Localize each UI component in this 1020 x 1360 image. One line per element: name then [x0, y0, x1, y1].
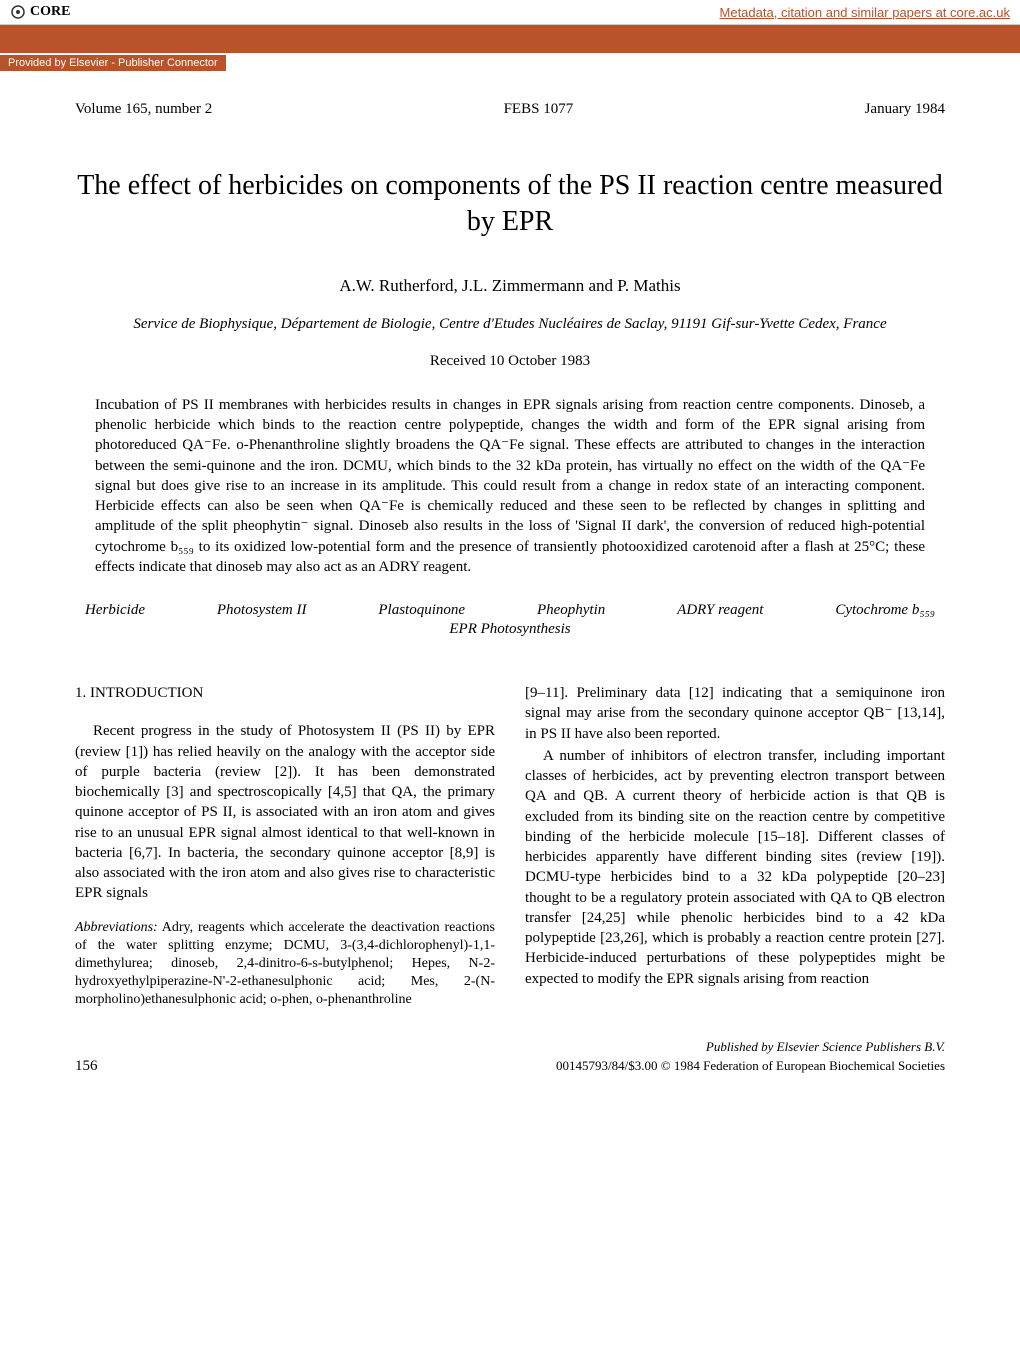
authors: A.W. Rutherford, J.L. Zimmermann and P. …	[75, 276, 945, 296]
keywords-line2: EPR Photosynthesis	[85, 621, 935, 638]
journal-header: Volume 165, number 2 FEBS 1077 January 1…	[75, 101, 945, 118]
provided-by-label: Provided by Elsevier - Publisher Connect…	[0, 55, 226, 71]
journal-id: FEBS 1077	[504, 101, 574, 118]
keyword-6: Cytochrome b₅₅₉	[835, 602, 935, 619]
abbreviations-label: Abbreviations:	[75, 920, 158, 935]
volume-info: Volume 165, number 2	[75, 101, 212, 118]
col2-para-2: A number of inhibitors of electron trans…	[525, 746, 945, 989]
section-heading-intro: 1. INTRODUCTION	[75, 683, 495, 703]
keywords: Herbicide Photosystem II Plastoquinone P…	[85, 602, 935, 638]
publication-date: January 1984	[865, 101, 945, 118]
keyword-1: Herbicide	[85, 602, 145, 619]
col2-para-1: [9–11]. Preliminary data [12] indicating…	[525, 683, 945, 744]
abbreviations-block: Abbreviations: Adry, reagents which acce…	[75, 919, 495, 1010]
page-footer: Published by Elsevier Science Publishers…	[75, 1039, 945, 1075]
page-number: 156	[75, 1058, 98, 1075]
affiliation: Service de Biophysique, Département de B…	[75, 314, 945, 335]
keyword-4: Pheophytin	[537, 602, 605, 619]
core-icon	[10, 4, 26, 20]
keyword-2: Photosystem II	[217, 602, 307, 619]
core-logo: CORE	[10, 4, 70, 20]
keyword-5: ADRY reagent	[677, 602, 763, 619]
abstract: Incubation of PS II membranes with herbi…	[95, 395, 925, 577]
copyright-line: 00145793/84/$3.00 © 1984 Federation of E…	[556, 1058, 945, 1075]
core-banner: CORE Metadata, citation and similar pape…	[0, 0, 1020, 25]
intro-para-1: Recent progress in the study of Photosys…	[75, 721, 495, 903]
metadata-link[interactable]: Metadata, citation and similar papers at…	[720, 5, 1010, 20]
received-date: Received 10 October 1983	[75, 353, 945, 370]
publisher-line: Published by Elsevier Science Publishers…	[75, 1039, 945, 1055]
body-columns: 1. INTRODUCTION Recent progress in the s…	[75, 683, 945, 1009]
left-column: 1. INTRODUCTION Recent progress in the s…	[75, 683, 495, 1009]
right-column: [9–11]. Preliminary data [12] indicating…	[525, 683, 945, 1009]
keyword-3: Plastoquinone	[378, 602, 465, 619]
page-content: Volume 165, number 2 FEBS 1077 January 1…	[0, 71, 1020, 1105]
core-logo-text: CORE	[30, 4, 70, 20]
orange-banner-bar	[0, 25, 1020, 53]
article-title: The effect of herbicides on components o…	[75, 168, 945, 241]
footer-bottom-line: 156 00145793/84/$3.00 © 1984 Federation …	[75, 1058, 945, 1075]
